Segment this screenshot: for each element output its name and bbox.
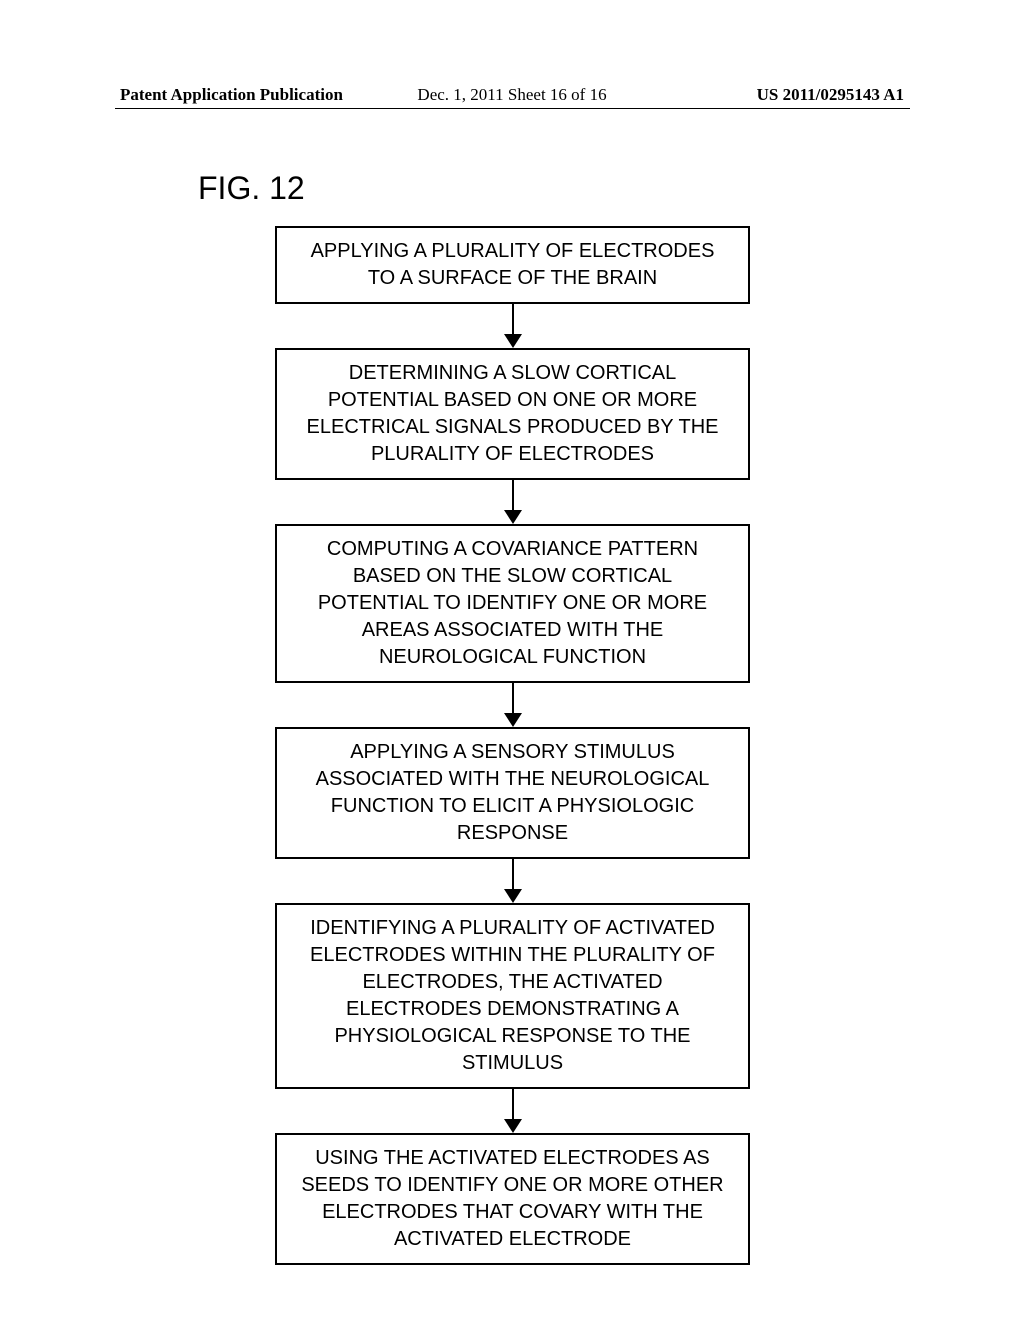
flowchart-box: APPLYING A SENSORY STIMULUS ASSOCIATED W…	[275, 727, 750, 859]
flowchart-arrow	[275, 1089, 750, 1133]
arrow-line	[512, 480, 514, 514]
figure-title: FIG. 12	[198, 170, 305, 207]
arrow-line	[512, 683, 514, 717]
flowchart-box: DETERMINING A SLOW CORTICAL POTENTIAL BA…	[275, 348, 750, 480]
flowchart-arrow	[275, 480, 750, 524]
flowchart-box: COMPUTING A COVARIANCE PATTERN BASED ON …	[275, 524, 750, 683]
flowchart: APPLYING A PLURALITY OF ELECTRODES TO A …	[275, 226, 750, 1265]
flowchart-arrow	[275, 304, 750, 348]
arrow-head-icon	[504, 510, 522, 524]
header-right: US 2011/0295143 A1	[757, 85, 904, 105]
flowchart-box: APPLYING A PLURALITY OF ELECTRODES TO A …	[275, 226, 750, 304]
flowchart-box: USING THE ACTIVATED ELECTRODES AS SEEDS …	[275, 1133, 750, 1265]
header-rule	[115, 108, 910, 109]
flowchart-box: IDENTIFYING A PLURALITY OF ACTIVATED ELE…	[275, 903, 750, 1089]
page-header: Patent Application Publication Dec. 1, 2…	[0, 85, 1024, 105]
arrow-head-icon	[504, 713, 522, 727]
arrow-line	[512, 304, 514, 338]
flowchart-arrow	[275, 683, 750, 727]
header-left: Patent Application Publication	[120, 85, 343, 105]
flowchart-arrow	[275, 859, 750, 903]
arrow-line	[512, 859, 514, 893]
arrow-line	[512, 1089, 514, 1123]
header-center: Dec. 1, 2011 Sheet 16 of 16	[417, 85, 606, 105]
arrow-head-icon	[504, 334, 522, 348]
arrow-head-icon	[504, 889, 522, 903]
arrow-head-icon	[504, 1119, 522, 1133]
